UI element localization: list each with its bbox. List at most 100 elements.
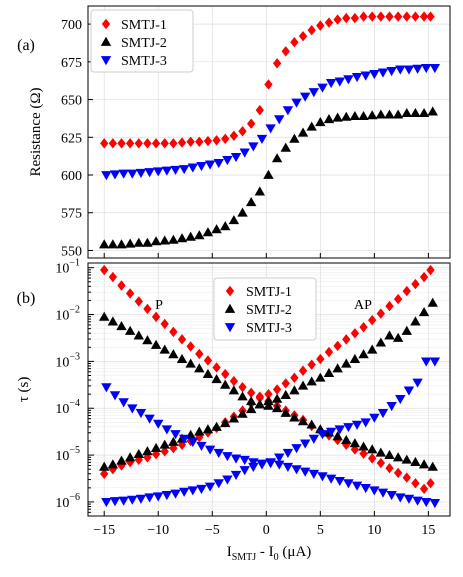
data-point-smtj-1 [195,348,204,360]
data-point-smtj-3 [109,170,121,180]
data-point-smtj-3 [248,462,259,473]
data-point-smtj-1 [125,138,135,149]
data-point-smtj-3 [429,498,441,509]
data-point-smtj-1 [402,285,411,297]
data-point-smtj-3 [248,142,259,152]
data-point-smtj-2 [375,337,387,347]
data-point-smtj-2 [228,413,240,423]
data-point-smtj-1 [212,362,221,373]
data-point-smtj-1 [151,311,161,323]
data-point-smtj-1 [203,135,213,147]
plot-frame [87,262,451,517]
data-point-smtj-2 [220,221,231,231]
data-point-smtj-3 [118,398,129,408]
data-point-smtj-1 [368,11,377,22]
data-point-smtj-2 [124,325,136,335]
x-tick-label: 0 [263,523,270,538]
data-point-smtj-1 [350,12,360,24]
data-point-smtj-2 [349,353,361,363]
data-point-smtj-1 [229,375,239,387]
data-point-smtj-2 [306,419,317,429]
data-point-smtj-3 [256,460,268,470]
data-point-smtj-2 [185,358,196,368]
legend-box [213,277,317,341]
data-point-smtj-1 [342,439,351,450]
data-point-smtj-1 [247,118,256,129]
data-point-smtj-3 [187,486,199,496]
data-point-smtj-1 [247,387,256,398]
data-point-smtj-3 [109,391,121,401]
data-point-smtj-3 [153,167,164,177]
data-point-smtj-1 [350,444,360,455]
data-point-smtj-1 [368,314,377,326]
data-point-smtj-1 [402,472,411,483]
legend-label: SMTJ-2 [246,303,292,318]
data-point-smtj-3 [170,165,181,175]
data-point-smtj-1 [324,17,334,28]
data-point-smtj-3 [248,458,259,468]
data-point-smtj-3 [291,98,302,108]
legend-label: SMTJ-3 [246,321,292,336]
data-point-smtj-1 [134,296,143,307]
data-point-smtj-2 [358,110,369,121]
data-point-smtj-2 [358,349,369,359]
legend-label: SMTJ-1 [246,285,292,300]
data-point-smtj-1 [411,11,420,22]
legend-marker [224,303,236,313]
data-point-smtj-3 [144,414,155,424]
data-point-smtj-2 [99,461,110,471]
legend-marker [100,36,112,46]
data-point-smtj-3 [274,115,285,125]
data-point-smtj-1 [238,126,247,137]
data-point-smtj-2 [220,418,231,428]
data-point-smtj-1 [100,468,109,480]
y-tick-label: 10−5 [55,445,80,464]
data-point-smtj-3 [170,489,181,499]
data-point-smtj-3 [265,458,276,468]
data-point-smtj-2 [133,237,144,247]
data-point-smtj-3 [109,497,121,507]
x-tick-label: −15 [93,523,115,538]
data-point-smtj-2 [228,215,240,225]
data-point-smtj-2 [150,339,162,349]
data-point-smtj-1 [393,293,403,305]
data-point-smtj-2 [401,107,412,118]
panel-label: (a) [17,37,35,54]
data-point-smtj-2 [375,109,387,119]
data-point-smtj-1 [255,104,264,116]
data-point-smtj-3 [222,156,233,166]
y-tick-label: 600 [61,169,82,184]
data-point-smtj-3 [265,124,276,134]
data-point-smtj-2 [418,306,430,317]
data-point-smtj-3 [343,479,354,489]
data-point-smtj-3 [101,498,112,508]
data-point-smtj-2 [315,116,326,127]
data-point-smtj-1 [350,328,360,339]
data-point-smtj-2 [168,234,179,244]
data-point-smtj-3 [369,70,380,80]
data-point-smtj-2 [418,459,430,469]
data-point-smtj-2 [159,439,170,449]
data-point-smtj-2 [211,224,222,234]
data-point-smtj-3 [308,434,320,444]
data-point-smtj-2 [142,237,153,247]
data-point-smtj-1 [238,381,247,393]
data-point-smtj-1 [316,353,325,365]
data-point-smtj-3 [360,483,371,494]
data-point-smtj-3 [343,423,354,433]
data-point-smtj-3 [256,134,268,144]
data-point-smtj-2 [332,431,343,441]
data-point-smtj-1 [281,46,290,57]
data-point-smtj-3 [386,66,397,77]
data-point-smtj-1 [333,14,342,25]
data-point-smtj-1 [385,11,394,22]
data-point-smtj-3 [196,441,207,451]
data-point-smtj-1 [359,448,368,459]
data-point-smtj-1 [117,138,126,149]
legend-marker [101,18,111,30]
data-point-smtj-2 [427,106,438,116]
annotation-p: P [155,298,163,313]
data-point-smtj-1 [212,135,221,146]
data-point-smtj-3 [127,404,138,414]
data-point-smtj-2 [99,239,110,249]
